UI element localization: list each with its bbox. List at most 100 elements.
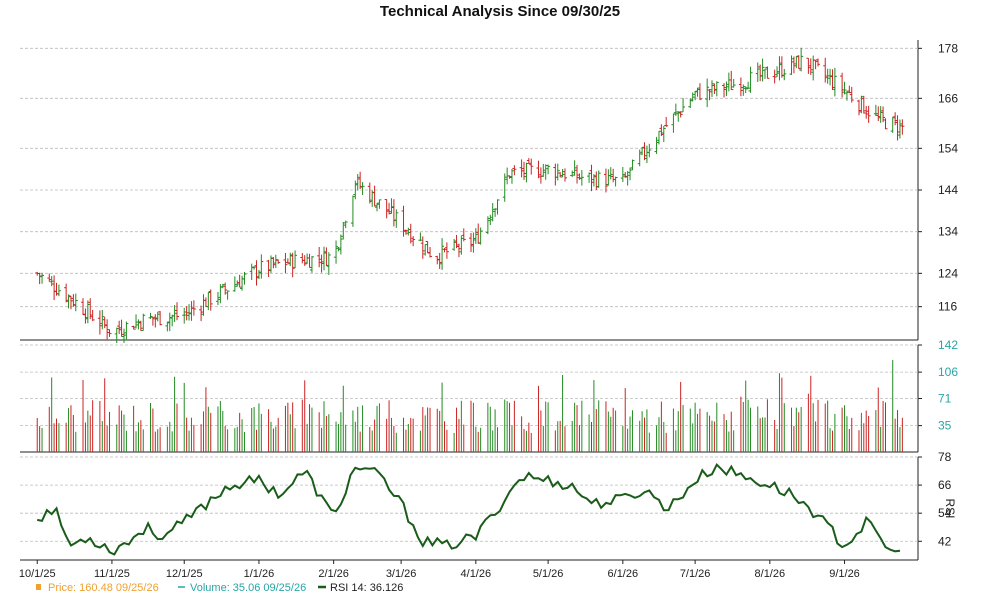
price-bar [729, 70, 734, 91]
price-bar [191, 300, 196, 316]
price-bar [630, 159, 635, 171]
rsi-tick-label: 54 [938, 506, 952, 520]
price-bar [572, 160, 577, 176]
volume-tick-label: 106 [938, 365, 958, 379]
price-bar [138, 320, 143, 331]
price-bar [232, 276, 237, 292]
price-bar [681, 98, 686, 113]
price-bar [606, 169, 611, 186]
price-bar [423, 244, 428, 256]
price-bar [490, 203, 495, 222]
price-bar [338, 234, 343, 255]
price-bar [100, 309, 105, 330]
price-bar [124, 321, 129, 341]
price-bar [408, 223, 413, 244]
price-bar [117, 320, 122, 335]
price-bar [418, 232, 423, 242]
rsi-panel: 42 54 66 78 RSI [20, 450, 957, 561]
price-bar [502, 173, 507, 202]
price-bar [88, 298, 93, 320]
price-bar [611, 168, 616, 183]
price-bar [105, 319, 110, 340]
price-bar [343, 220, 348, 229]
price-bar [473, 228, 478, 244]
price-tick-label: 124 [938, 266, 958, 280]
x-tick-label: 7/1/26 [680, 568, 711, 580]
price-bar [589, 164, 594, 192]
price-bar [440, 238, 445, 270]
price-bar [562, 168, 567, 182]
price-bar [165, 321, 170, 332]
price-bar [825, 68, 830, 84]
price-bar [832, 67, 837, 97]
price-bar [873, 104, 878, 117]
x-tick-label: 1/1/26 [244, 568, 275, 580]
price-bar [522, 161, 527, 180]
price-bar [690, 92, 695, 102]
price-panel: 116 124 134 144 154 166 178 [20, 40, 958, 344]
price-bar [830, 69, 835, 90]
price-bar [553, 163, 558, 186]
price-bar [317, 247, 322, 268]
price-bar [726, 72, 731, 92]
price-bar [136, 319, 141, 330]
price-bar [654, 136, 659, 154]
price-bar [876, 106, 881, 121]
price-bar [900, 119, 905, 135]
price-bar [64, 283, 69, 303]
price-bar [859, 95, 864, 114]
price-bar [782, 68, 787, 81]
volume-tick-label: 35 [938, 419, 952, 433]
price-bar [579, 169, 584, 186]
price-bar [575, 164, 580, 184]
price-bar [488, 214, 493, 226]
price-bar [153, 314, 158, 328]
price-bar [141, 313, 146, 331]
price-bar [546, 164, 551, 175]
price-bar [182, 307, 187, 324]
price-bar [360, 182, 365, 196]
price-bar [673, 103, 678, 116]
price-bar [469, 233, 473, 253]
price-bar [420, 236, 425, 259]
price-bar [656, 130, 661, 145]
volume-panel: 35 71 106 142 [20, 338, 958, 453]
price-bar [442, 248, 447, 253]
price-bar [714, 81, 719, 97]
price-bar [705, 78, 710, 108]
price-bar [840, 72, 845, 98]
x-axis: 10/1/25 11/1/25 12/1/25 1/1/26 2/1/26 3/1/26 4… [19, 560, 860, 580]
price-bar [148, 312, 153, 319]
x-tick-label: 2/1/26 [318, 568, 349, 580]
price-bar [524, 162, 529, 183]
price-bar [52, 275, 57, 301]
price-bar [68, 295, 73, 310]
price-bar [543, 164, 548, 180]
price-bar [437, 252, 442, 269]
price-tick-label: 154 [938, 141, 958, 155]
price-bar [172, 305, 177, 323]
price-bar [861, 95, 866, 114]
price-bar [806, 57, 811, 74]
x-tick-label: 4/1/26 [461, 568, 492, 580]
price-bar [560, 169, 565, 178]
price-bar [847, 85, 852, 94]
price-bar [897, 119, 902, 139]
price-bar [755, 62, 760, 82]
legend-item: Price: 160.48 09/25/26 [36, 582, 159, 594]
price-bar [661, 125, 666, 143]
x-tick-label: 12/1/25 [166, 568, 203, 580]
rsi-tick-label: 78 [938, 450, 952, 464]
price-bar [478, 227, 483, 245]
price-bar [387, 202, 392, 215]
price-bar [642, 142, 647, 161]
price-bar [225, 290, 230, 300]
price-bar [290, 252, 295, 278]
price-bar [883, 118, 888, 130]
price-bar [411, 236, 416, 247]
price-bar [722, 83, 727, 98]
price-bar [842, 81, 847, 95]
price-bar [452, 238, 457, 251]
price-bar [519, 159, 524, 178]
